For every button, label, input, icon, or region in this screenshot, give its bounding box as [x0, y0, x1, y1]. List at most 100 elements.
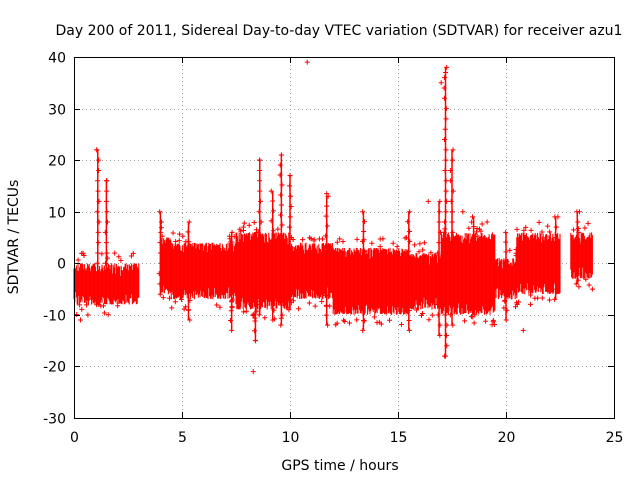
data-point: [278, 322, 284, 328]
data-point: [443, 106, 449, 112]
data-point: [545, 223, 551, 229]
data-point: [371, 314, 377, 320]
y-tick-label: 40: [48, 51, 66, 67]
data-point: [278, 192, 284, 198]
data-point: [278, 272, 284, 278]
data-point: [286, 276, 292, 282]
data-point: [503, 239, 509, 245]
data-point: [256, 281, 262, 287]
y-tick-label: 20: [48, 154, 66, 170]
data-point: [278, 152, 284, 158]
data-point: [288, 265, 294, 271]
data-point: [280, 242, 286, 248]
data-point: [436, 271, 442, 277]
data-point: [460, 209, 466, 215]
data-point: [474, 225, 480, 231]
data-point: [528, 292, 534, 298]
data-point: [75, 257, 81, 263]
data-point: [539, 229, 545, 235]
data-point: [214, 302, 220, 308]
data-point: [443, 69, 449, 75]
data-point: [552, 296, 558, 302]
data-point: [406, 317, 412, 323]
data-point: [184, 278, 190, 284]
data-point: [252, 269, 258, 275]
data-point: [96, 219, 102, 225]
data-point: [516, 299, 522, 305]
data-point: [271, 307, 277, 313]
data-point: [337, 236, 343, 242]
data-point: [257, 167, 263, 173]
data-point: [405, 288, 411, 294]
y-axis-label: SDTVAR / TECUs: [6, 180, 22, 295]
data-point: [539, 295, 545, 301]
data-point: [286, 183, 292, 189]
data-point: [269, 277, 275, 283]
data-point: [436, 240, 442, 246]
data-point: [270, 297, 276, 303]
data-point: [444, 198, 450, 204]
data-point: [112, 250, 118, 256]
data-point: [436, 281, 442, 287]
data-point: [271, 258, 277, 264]
data-point: [286, 224, 292, 230]
data-point: [470, 253, 476, 259]
data-point: [443, 178, 449, 184]
data-point: [230, 288, 236, 294]
data-point: [450, 260, 456, 266]
data-point: [504, 268, 510, 274]
data-point: [419, 310, 425, 316]
data-point: [435, 250, 441, 256]
data-point: [103, 198, 109, 204]
data-point: [323, 292, 329, 298]
data-point: [324, 223, 330, 229]
data-point: [442, 126, 448, 132]
data-point: [96, 302, 102, 308]
data-point: [450, 322, 456, 328]
data-point: [104, 188, 110, 194]
data-point: [574, 260, 580, 266]
data-point: [278, 232, 284, 238]
data-point: [324, 191, 330, 197]
data-point: [573, 281, 579, 287]
data-point: [95, 240, 101, 246]
data-point: [320, 236, 326, 242]
data-point: [470, 263, 476, 269]
data-point: [523, 224, 529, 230]
data-point: [185, 239, 191, 245]
data-point: [469, 292, 475, 298]
data-point: [277, 172, 283, 178]
data-point: [323, 263, 329, 269]
y-tick-label: 0: [57, 257, 66, 273]
data-point: [360, 327, 366, 333]
data-point: [180, 233, 186, 239]
data-point: [369, 240, 375, 246]
data-point: [443, 240, 449, 246]
data-point: [230, 259, 236, 265]
data-point: [528, 227, 534, 233]
data-point: [362, 258, 368, 264]
data-point: [489, 322, 495, 328]
plot-frame: [74, 57, 615, 419]
data-point: [504, 288, 510, 294]
data-point: [270, 208, 276, 214]
data-point: [241, 220, 247, 226]
data-point: [158, 229, 164, 235]
data-point: [377, 244, 383, 250]
data-point: [271, 267, 277, 273]
data-point: [312, 303, 318, 309]
data-point: [406, 327, 412, 333]
data-point: [442, 281, 448, 287]
data-point: [442, 271, 448, 277]
data-point: [252, 239, 258, 245]
data-point: [99, 251, 105, 257]
data-point: [270, 228, 276, 234]
data-point: [269, 238, 275, 244]
data-point: [116, 254, 122, 260]
data-point: [256, 250, 262, 256]
data-point: [275, 226, 281, 232]
data-point: [361, 228, 367, 234]
data-point: [402, 235, 408, 241]
data-series: [73, 59, 595, 375]
data-point: [324, 253, 330, 259]
